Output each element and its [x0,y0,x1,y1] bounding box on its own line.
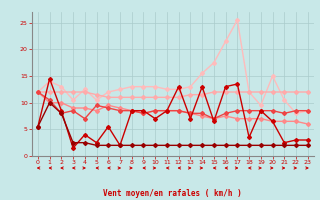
Text: Vent moyen/en rafales ( km/h ): Vent moyen/en rafales ( km/h ) [103,189,242,198]
